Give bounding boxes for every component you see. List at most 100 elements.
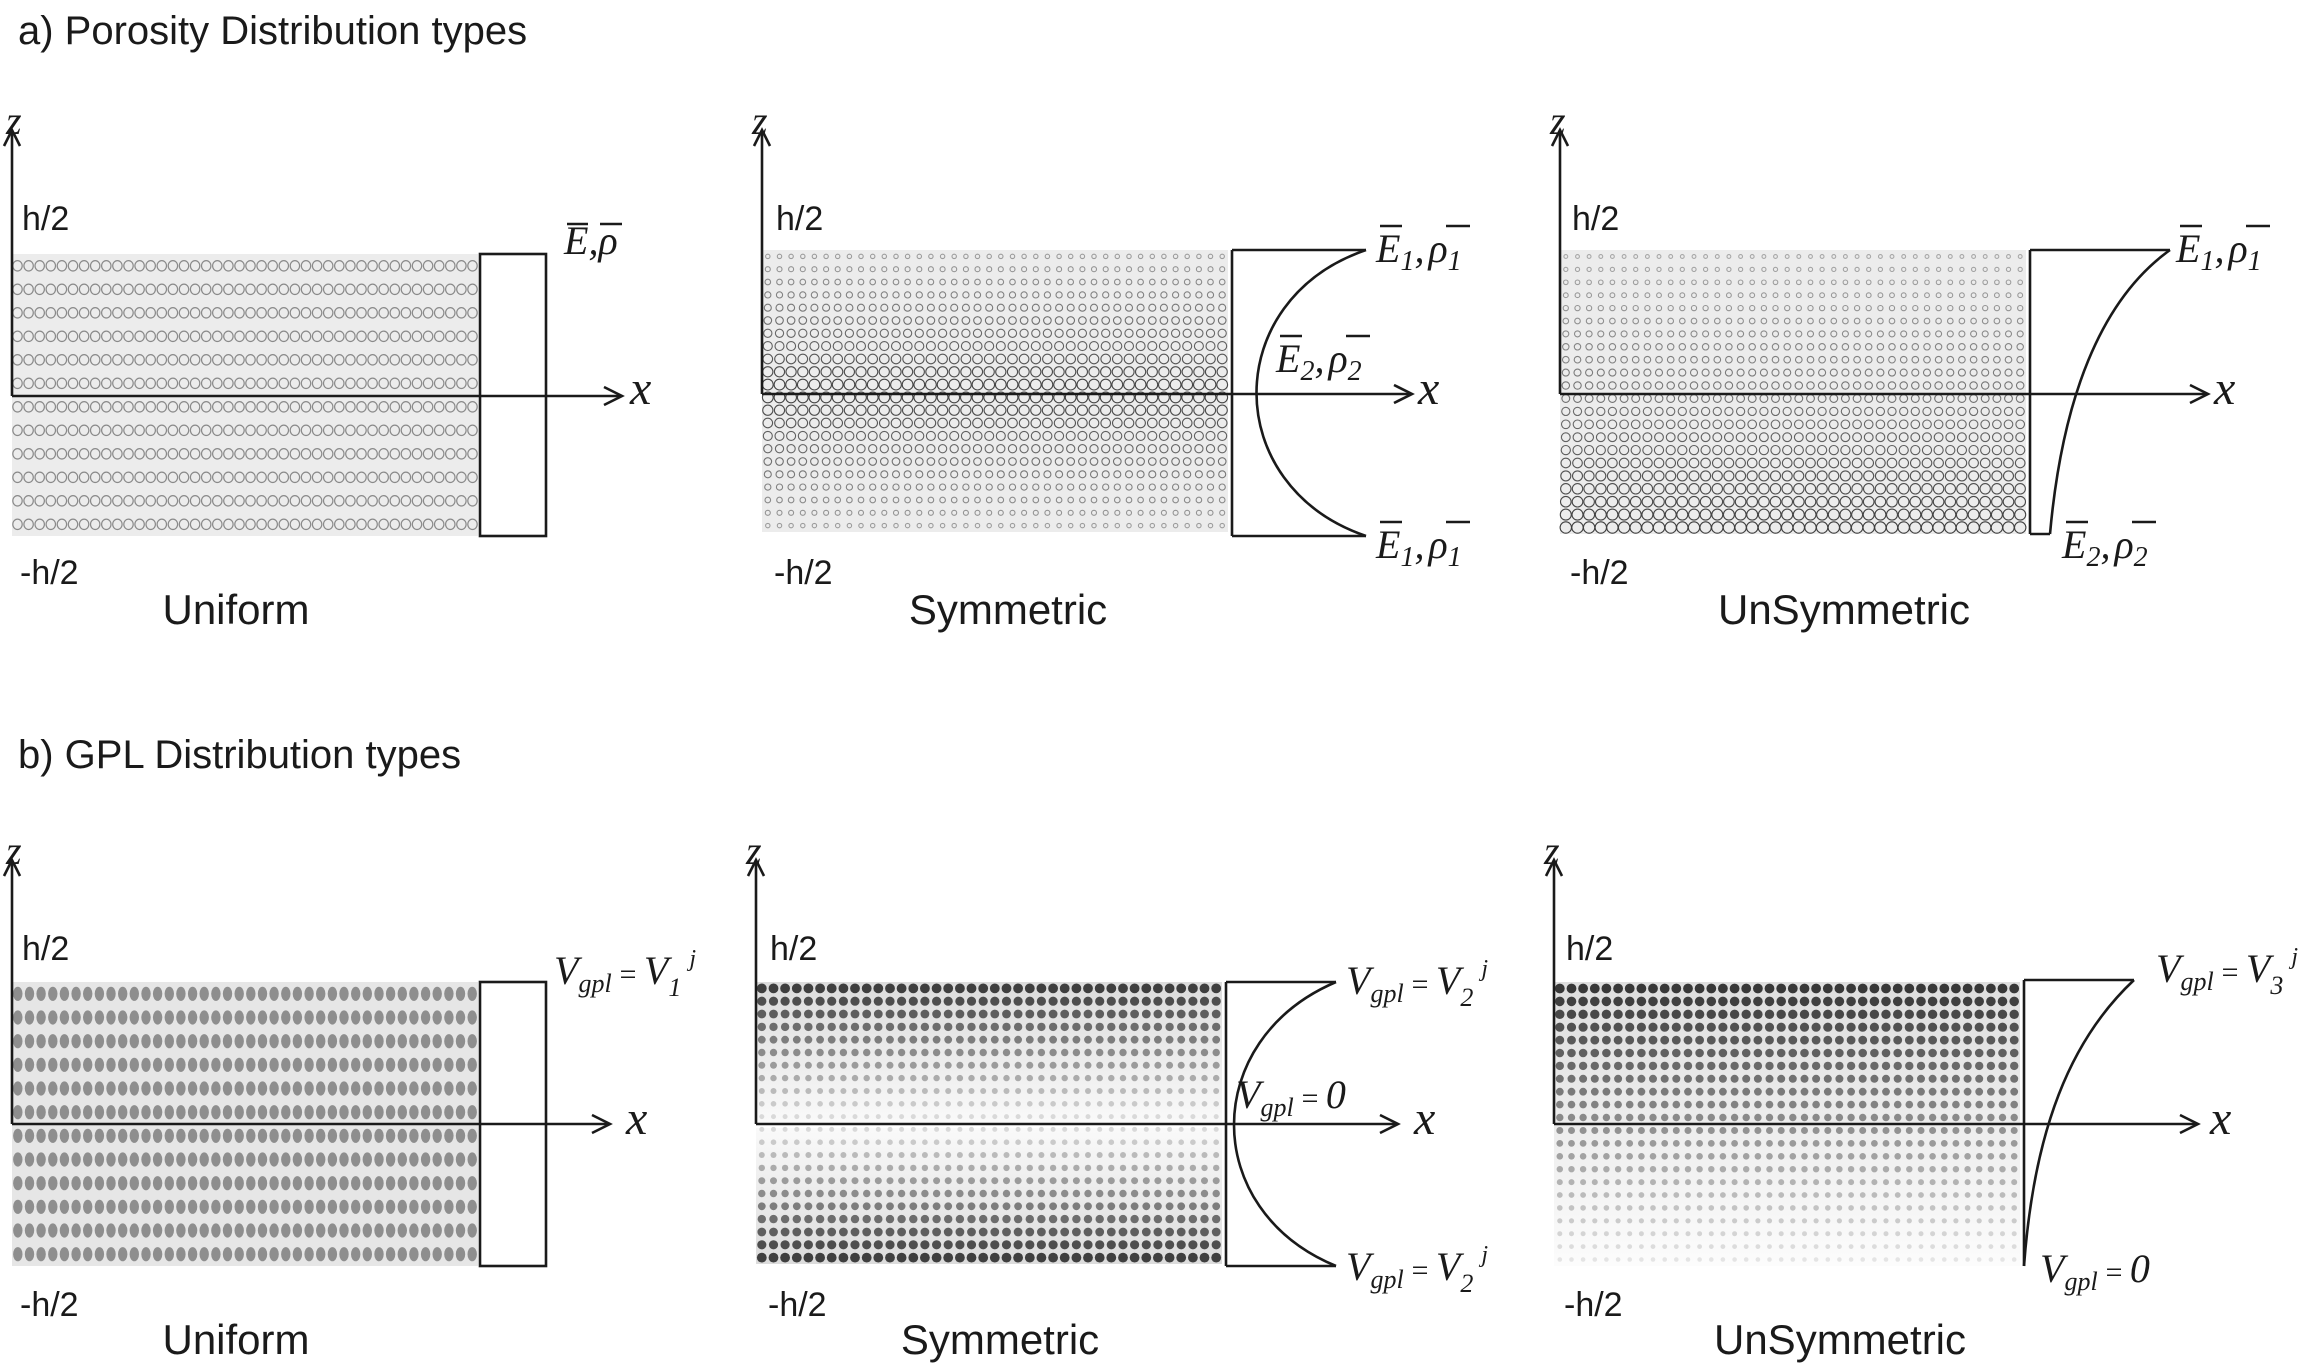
x-axis xyxy=(1560,383,2211,405)
bottom-coordinate-label: -h/2 xyxy=(20,554,79,592)
pore-pattern xyxy=(1559,254,2027,534)
subscript: 1 xyxy=(1400,542,1414,573)
z-axis-label: z xyxy=(5,98,22,143)
separator: , xyxy=(1414,226,1424,271)
panel-porosity-unsymmetric: z x h/2 -h/2 UnSymmetric E1, ρ1 E2, ρ2 xyxy=(1549,98,2270,633)
density-symbol: ρ xyxy=(1426,522,1447,567)
panel-label: UnSymmetric xyxy=(1718,586,1970,633)
density-symbol: ρ xyxy=(2226,226,2247,271)
subscript: 1 xyxy=(2248,246,2262,277)
svg-text:E1,ρ1: E1, ρ1 xyxy=(2175,226,2262,277)
pore-pattern xyxy=(761,253,1229,529)
subscript: 2 xyxy=(1348,356,1362,387)
property-label-top: E,ρ xyxy=(563,218,622,263)
plate-body-upper xyxy=(756,982,1222,1124)
subscript: 1 xyxy=(2200,246,2214,277)
panel-porosity-uniform: z x h/2 -h/2 Uniform E,ρ xyxy=(2,98,651,633)
section-a-title: a) Porosity Distribution types xyxy=(18,9,527,53)
z-axis xyxy=(746,857,766,1124)
x-axis xyxy=(762,383,1415,405)
property-label-bottom: Vgpl = V2j xyxy=(1346,1242,1488,1298)
bottom-coordinate-label: -h/2 xyxy=(20,1286,79,1324)
top-coordinate-label: h/2 xyxy=(776,200,823,238)
plate-body xyxy=(762,250,1228,532)
x-axis xyxy=(12,385,625,407)
panel-gpl-uniform: z x h/2 -h/2 Uniform Vgpl = V1j xyxy=(2,828,696,1363)
property-profile xyxy=(2028,248,2171,536)
panel-gpl-symmetric: z x h/2 -h/2 Symmetric Vgpl = V2j Vgpl = 0 V… xyxy=(745,828,1488,1363)
svg-text:E2,ρ2: E2, ρ2 xyxy=(1275,336,1362,387)
z-axis xyxy=(2,857,22,1124)
top-coordinate-label: h/2 xyxy=(1572,200,1619,238)
x-axis xyxy=(756,1113,1401,1135)
gpl-pattern xyxy=(13,986,477,1262)
bottom-coordinate-label: -h/2 xyxy=(768,1286,827,1324)
modulus-symbol: E xyxy=(1375,226,1400,271)
z-axis xyxy=(752,127,772,394)
panel-label: Symmetric xyxy=(909,586,1107,633)
modulus-symbol: E xyxy=(1275,336,1300,381)
top-coordinate-label: h/2 xyxy=(1566,930,1613,968)
density-symbol: ρ xyxy=(1426,226,1447,271)
modulus-symbol: E xyxy=(563,218,588,263)
property-label-bottom: Vgpl = 0 xyxy=(2040,1246,2150,1296)
bottom-coordinate-label: -h/2 xyxy=(774,554,833,592)
x-axis xyxy=(12,1113,613,1135)
z-axis xyxy=(1550,127,1570,394)
gpl-pattern xyxy=(756,983,1222,1263)
property-label-bottom: E2, ρ2 xyxy=(2061,520,2156,573)
property-label-top: E1, ρ1 xyxy=(2175,224,2270,277)
subscript: 1 xyxy=(1400,246,1414,277)
separator: , xyxy=(1414,522,1424,567)
svg-text:E2,ρ2: E2, ρ2 xyxy=(2061,522,2148,573)
panel-label: UnSymmetric xyxy=(1714,1316,1966,1363)
subscript: 2 xyxy=(1300,356,1314,387)
property-label-top: Vgpl = V3j xyxy=(2156,944,2298,1000)
density-symbol: ρ xyxy=(1326,336,1347,381)
top-coordinate-label: h/2 xyxy=(22,930,69,968)
x-axis-label: x xyxy=(629,362,651,415)
z-axis-label: z xyxy=(745,828,762,873)
subscript: 1 xyxy=(1448,542,1462,573)
panel-label: Uniform xyxy=(162,586,309,633)
z-axis xyxy=(1544,857,1564,1124)
property-label-top: Vgpl = V1j xyxy=(554,946,696,1002)
panel-porosity-symmetric: z x h/2 -h/2 Symmetric E1, ρ1 E2, ρ2 E1, ρ1 xyxy=(751,98,1470,633)
bottom-coordinate-label: -h/2 xyxy=(1570,554,1629,592)
subscript: 2 xyxy=(2134,542,2148,573)
panel-gpl-unsymmetric: z x h/2 -h/2 UnSymmetric Vgpl = V3j Vgpl = 0 xyxy=(1543,828,2298,1363)
svg-text:E1,ρ1: E1, ρ1 xyxy=(1375,522,1462,573)
density-symbol: ρ xyxy=(2112,522,2133,567)
property-label-top: Vgpl = V2j xyxy=(1346,956,1488,1012)
plate-body-lower xyxy=(756,1128,1222,1264)
z-axis-label: z xyxy=(5,828,22,873)
panel-label: Symmetric xyxy=(901,1316,1099,1363)
z-axis xyxy=(2,127,22,396)
separator: , xyxy=(588,218,598,263)
z-axis-label: z xyxy=(751,98,768,143)
top-coordinate-label: h/2 xyxy=(22,200,69,238)
svg-text:E,ρ: E,ρ xyxy=(563,218,618,263)
bottom-coordinate-label: -h/2 xyxy=(1564,1286,1623,1324)
x-axis-label: x xyxy=(2213,362,2235,415)
x-axis-label: x xyxy=(1413,1092,1435,1145)
density-symbol: ρ xyxy=(596,218,617,263)
separator: , xyxy=(1314,336,1324,381)
z-axis-label: z xyxy=(1543,828,1560,873)
x-axis-label: x xyxy=(2209,1092,2231,1145)
separator: , xyxy=(2100,522,2110,567)
x-axis xyxy=(1554,1113,2201,1135)
section-b-title: b) GPL Distribution types xyxy=(18,733,461,777)
panel-label: Uniform xyxy=(162,1316,309,1363)
top-coordinate-label: h/2 xyxy=(770,930,817,968)
modulus-symbol: E xyxy=(2061,522,2086,567)
x-axis-label: x xyxy=(625,1092,647,1145)
gpl-pattern xyxy=(1554,983,2020,1262)
modulus-symbol: E xyxy=(1375,522,1400,567)
property-label-mid: E2, ρ2 xyxy=(1275,334,1370,387)
plate-body xyxy=(1560,250,2026,534)
subscript: 2 xyxy=(2086,542,2100,573)
x-axis-label: x xyxy=(1417,362,1439,415)
z-axis-label: z xyxy=(1549,98,1566,143)
